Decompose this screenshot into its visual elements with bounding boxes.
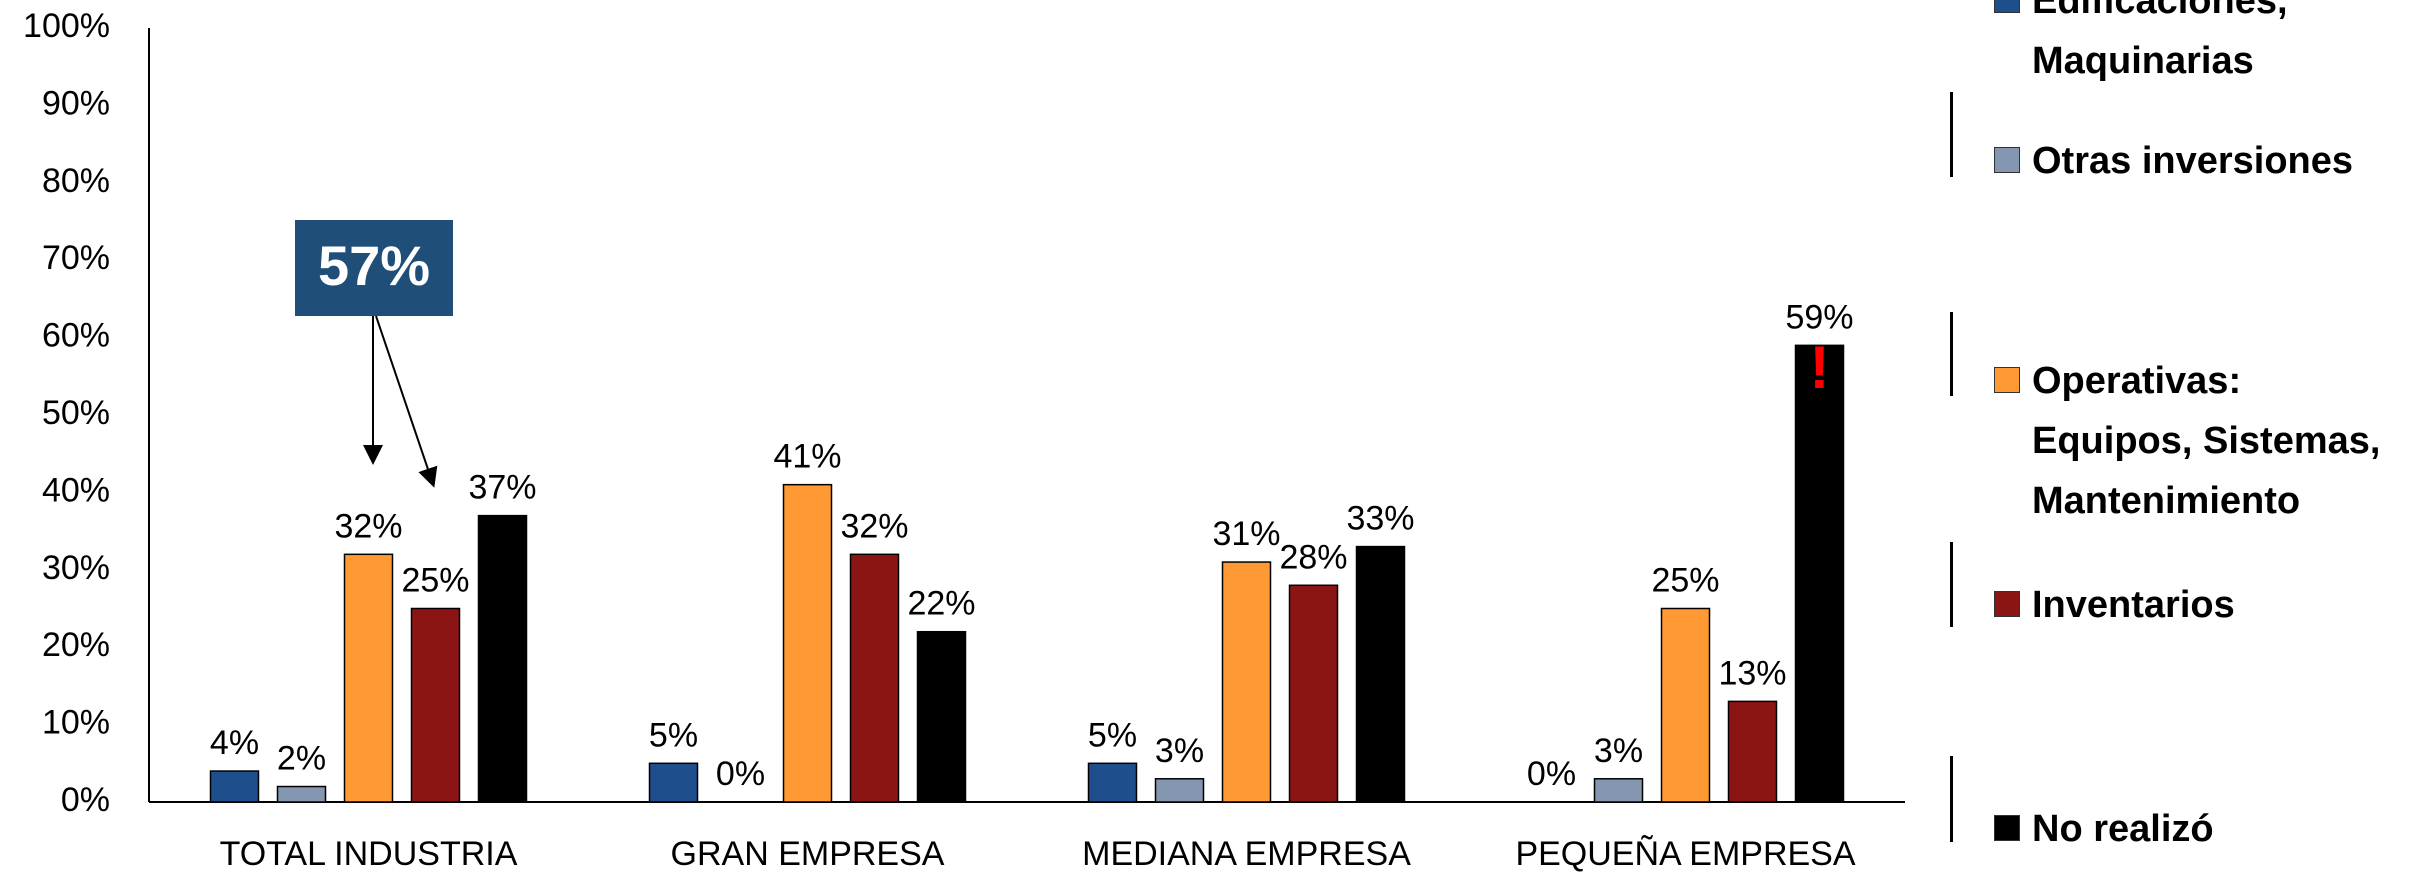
y-tick-label: 30% [42,549,110,587]
data-label: 5% [1088,716,1137,754]
bar [849,553,900,803]
bar [648,762,699,803]
y-tick-label: 50% [42,394,110,432]
legend-item: Operativas: Equipos, Sistemas, Mantenimi… [1994,351,2404,531]
data-label: 25% [401,561,469,599]
data-label: 31% [1212,515,1280,553]
separator [1950,542,1953,627]
data-label: 22% [907,585,975,623]
bar [1794,344,1845,803]
bar [782,483,833,803]
bar [1660,607,1711,803]
legend-label: Otras inversiones [2032,140,2354,182]
data-label: 5% [649,716,698,754]
annotation: ! [1810,334,1830,401]
legend-label: No realizó [2032,808,2214,850]
legend-swatch [1994,367,2020,393]
data-label: 3% [1594,732,1643,770]
data-label: 0% [716,755,765,793]
annotation-box [295,220,453,316]
y-tick-label: 80% [42,162,110,200]
y-tick-label: 40% [42,471,110,509]
y-tick-label: 60% [42,317,110,355]
data-label: 41% [773,438,841,476]
data-label: 2% [277,740,326,778]
bar [343,553,394,803]
y-tick-label: 70% [42,239,110,277]
data-label: 32% [840,507,908,545]
data-label: 13% [1718,654,1786,692]
y-tick-label: 90% [42,84,110,122]
data-label: 0% [1527,755,1576,793]
legend-item: Otras inversiones [1994,131,2404,191]
legend-swatch [1994,147,2020,173]
annotation: 57% [318,234,430,297]
bar [1154,778,1205,803]
legend-label: Edificaciones, Maquinarias [2032,0,2288,82]
data-label: 37% [468,469,536,507]
bar [209,770,260,803]
x-tick-label: PEQUEÑA EMPRESA [1515,835,1855,873]
data-label: 4% [210,724,259,762]
x-tick-label: MEDIANA EMPRESA [1082,835,1411,873]
data-label: 28% [1279,538,1347,576]
data-label: 25% [1651,561,1719,599]
legend-item: Edificaciones, Maquinarias [1994,0,2404,91]
legend-swatch [1994,0,2020,13]
bar [410,607,461,803]
bar [1355,545,1406,803]
legend-swatch [1994,591,2020,617]
y-tick-label: 20% [42,626,110,664]
bar [1288,584,1339,803]
bar [1221,561,1272,803]
bar [916,630,967,803]
separator [1950,312,1953,396]
legend-label: Inventarios [2032,584,2235,626]
bar [477,514,528,803]
data-label: 59% [1785,298,1853,336]
data-label: 3% [1155,732,1204,770]
legend-swatch [1994,815,2020,841]
y-tick-label: 10% [42,704,110,742]
data-label: 32% [334,507,402,545]
data-label: 33% [1346,500,1414,538]
arrow [375,315,438,488]
legend-label: Operativas: Equipos, Sistemas, Mantenimi… [2032,360,2381,522]
bar [276,785,327,803]
y-tick-label: 100% [23,7,110,45]
legend-item: Inventarios [1994,575,2404,635]
separator [1950,92,1953,177]
legend-item: No realizó [1994,799,2404,859]
x-tick-label: TOTAL INDUSTRIA [220,835,518,873]
bar [1727,700,1778,803]
bar [1087,762,1138,803]
bar [1593,778,1644,803]
separator [1950,756,1953,842]
x-tick-label: GRAN EMPRESA [671,835,945,873]
y-tick-label: 0% [61,781,110,819]
